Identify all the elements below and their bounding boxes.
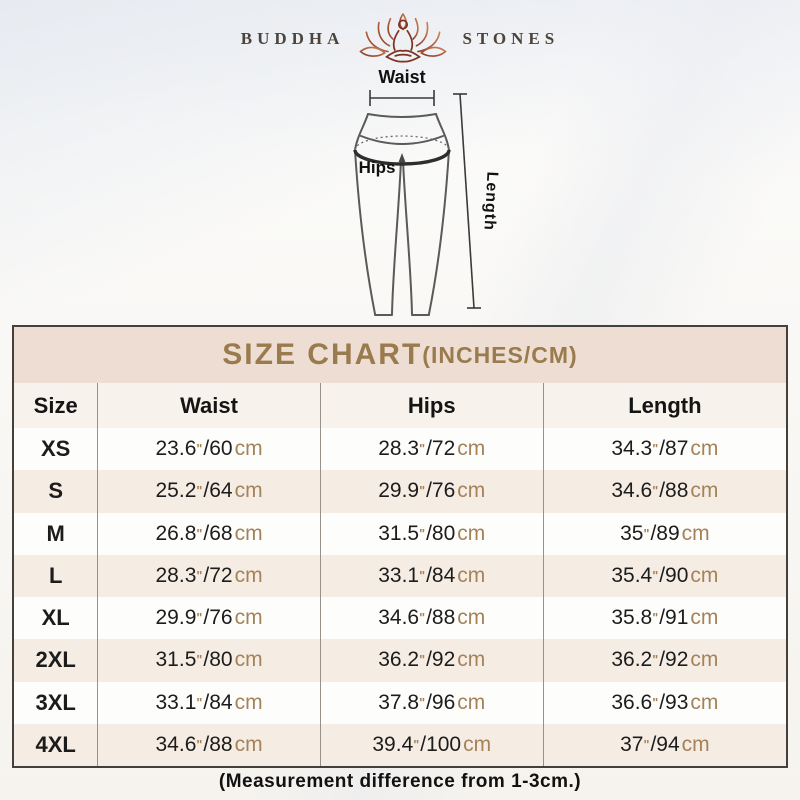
- table-row: 4XL 34.6 "/88 cm 39.4 "/100 cm 37 "/94 cm: [14, 723, 786, 766]
- cell-hips: 31.5 "/80 cm: [319, 512, 543, 555]
- cell-length: 35.4 "/90 cm: [542, 554, 786, 597]
- table-body: XS 23.6 "/60 cm 28.3 "/72 cm 34.3 "/87 cm S 25.2 "/6…: [14, 428, 786, 766]
- cell-size: XS: [41, 436, 71, 462]
- waist-label: Waist: [378, 67, 425, 87]
- cell-size: 4XL: [35, 731, 76, 757]
- cell-size: L: [48, 562, 63, 588]
- cell-size: 2XL: [35, 647, 76, 673]
- table-row: L 28.3 "/72 cm 33.1 "/84 cm 35.4 "/90 cm: [14, 554, 786, 597]
- cell-size: S: [48, 478, 64, 504]
- cell-length: 35 "/89 cm: [542, 512, 786, 555]
- cell-length: 35.8 "/91 cm: [542, 597, 786, 640]
- column-header-hips: Hips: [319, 383, 543, 428]
- column-header-length: Length: [542, 383, 786, 428]
- cell-waist: 31.5 "/80 cm: [97, 639, 319, 682]
- table-row: XL 29.9 "/76 cm 34.6 "/88 cm 35.8 "/91 cm: [14, 597, 786, 640]
- cell-size: 3XL: [35, 689, 76, 715]
- brand-word-left: BUDDHA: [240, 29, 345, 48]
- cell-hips: 33.1 "/84 cm: [319, 554, 543, 597]
- length-label: Length: [480, 171, 500, 231]
- brand-logo: BUDDHA STONES: [0, 12, 800, 66]
- cell-size: XL: [41, 605, 70, 631]
- cell-length: 34.6 "/88 cm: [542, 470, 786, 513]
- table-row: XS 23.6 "/60 cm 28.3 "/72 cm 34.3 "/87 cm: [14, 428, 786, 471]
- lotus-icon: [359, 13, 448, 63]
- size-chart-title-text: SIZE CHART: [222, 338, 423, 371]
- table-row: 3XL 33.1 "/84 cm 37.8 "/96 cm 36.6 "/93 cm: [14, 681, 786, 724]
- cell-waist: 26.8 "/68 cm: [97, 512, 319, 555]
- cell-waist: 34.6 "/88 cm: [97, 723, 319, 766]
- cell-hips: 37.8 "/96 cm: [319, 681, 543, 724]
- size-chart-title: SIZE CHART (INCHES/CM): [14, 327, 786, 383]
- cell-hips: 36.2 "/92 cm: [319, 639, 543, 682]
- cell-length: 36.6 "/93 cm: [542, 681, 786, 724]
- cell-waist: 28.3 "/72 cm: [97, 554, 319, 597]
- cell-waist: 25.2 "/64 cm: [97, 470, 319, 513]
- cell-hips: 34.6 "/88 cm: [319, 597, 543, 640]
- cell-hips: 28.3 "/72 cm: [319, 428, 543, 471]
- cell-size: M: [46, 520, 65, 546]
- brand-word-right: STONES: [462, 29, 560, 48]
- hips-arrow-icon: [398, 153, 406, 162]
- column-header-size: Size: [33, 392, 78, 418]
- hips-label: Hips: [359, 158, 396, 177]
- size-chart-title-suffix: (INCHES/CM): [422, 341, 578, 368]
- cell-hips: 39.4 "/100 cm: [319, 723, 543, 766]
- cell-length: 37 "/94 cm: [542, 723, 786, 766]
- column-header-waist: Waist: [97, 383, 319, 428]
- cell-waist: 29.9 "/76 cm: [97, 597, 319, 640]
- table-row: S 25.2 "/64 cm 29.9 "/76 cm 34.6 "/88 cm: [14, 470, 786, 513]
- cell-hips: 29.9 "/76 cm: [319, 470, 543, 513]
- cell-waist: 33.1 "/84 cm: [97, 681, 319, 724]
- cell-length: 34.3 "/87 cm: [542, 428, 786, 471]
- table-row: 2XL 31.5 "/80 cm 36.2 "/92 cm 36.2 "/92 cm: [14, 639, 786, 682]
- cell-length: 36.2 "/92 cm: [542, 639, 786, 682]
- table-header: Size Waist Hips Length: [14, 383, 786, 428]
- leggings-drawing: Waist Hips Length: [353, 67, 501, 316]
- measurement-note: (Measurement difference from 1-3cm.): [218, 771, 582, 792]
- table-row: M 26.8 "/68 cm 31.5 "/80 cm 35 "/89 cm: [14, 512, 786, 555]
- leggings-diagram: Waist Hips Length: [330, 56, 530, 328]
- cell-waist: 23.6 "/60 cm: [97, 428, 319, 471]
- size-chart-panel: SIZE CHART (INCHES/CM) Size Waist Hips Le…: [12, 325, 788, 768]
